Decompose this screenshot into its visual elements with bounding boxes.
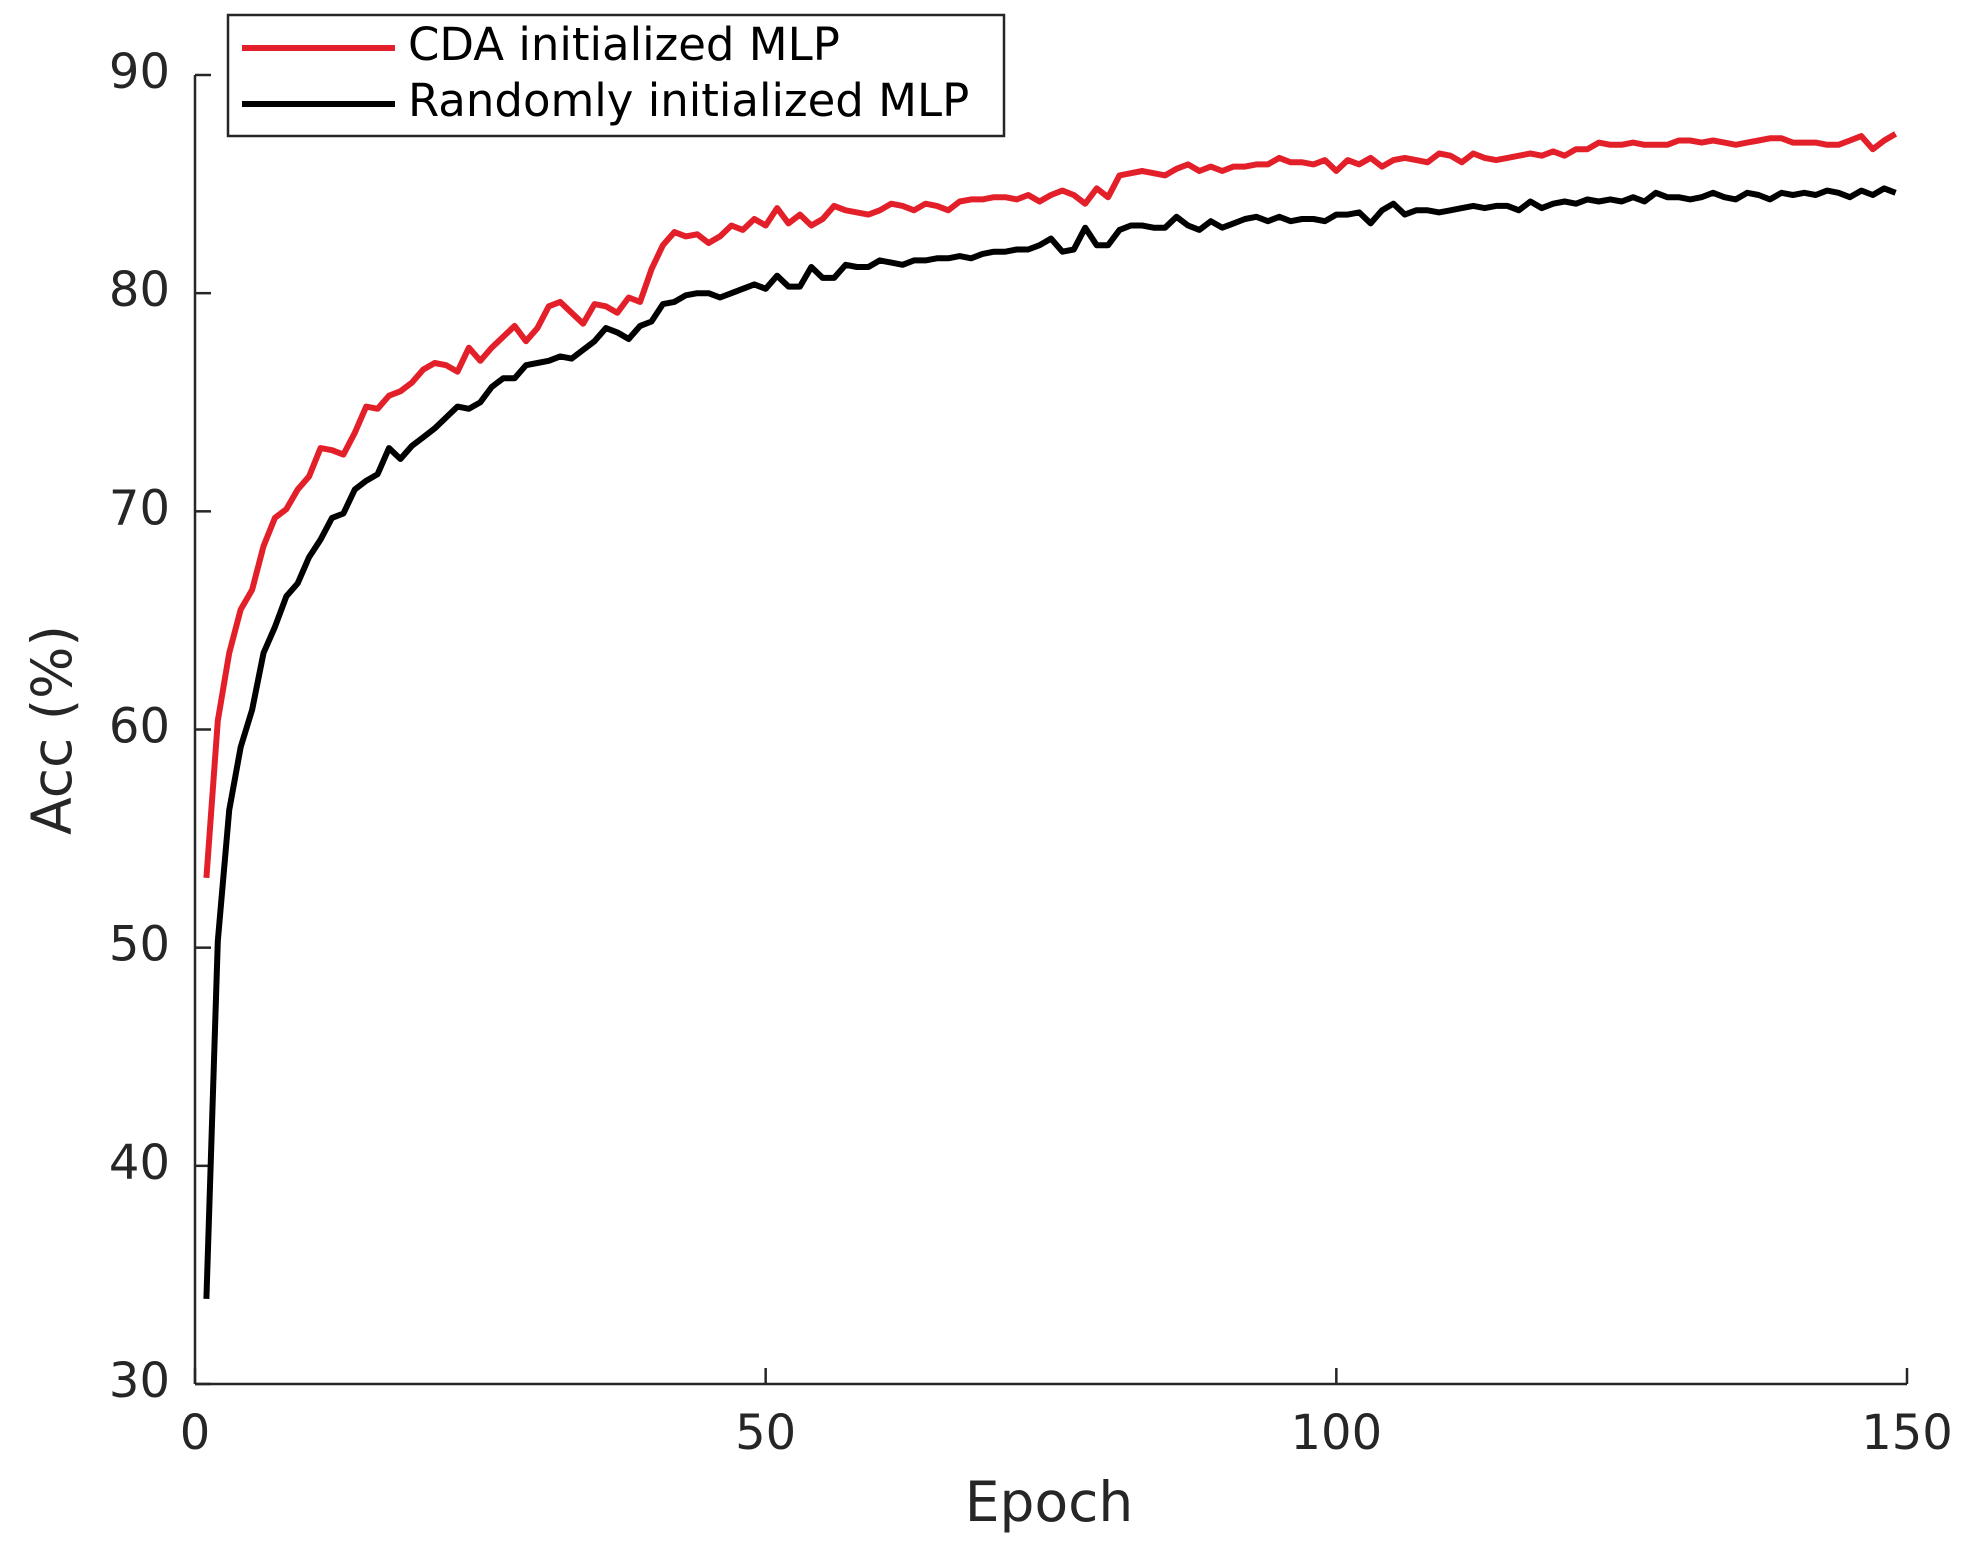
y-axis-label: Acc (%) [20, 625, 84, 835]
y-tick-label: 50 [109, 917, 170, 973]
x-tick-label: 150 [1861, 1405, 1953, 1461]
y-tick-label: 40 [109, 1135, 170, 1191]
y-tick-label: 80 [109, 262, 170, 318]
x-tick-label: 0 [180, 1405, 211, 1461]
y-tick-label: 90 [109, 44, 170, 100]
y-tick-label: 30 [109, 1353, 170, 1409]
legend-label: Randomly initialized MLP [408, 74, 969, 127]
x-axis-label: Epoch [965, 1470, 1133, 1534]
legend-box [226, 13, 1006, 138]
x-tick-label: 100 [1291, 1405, 1383, 1461]
series-line [203, 185, 1897, 1299]
legend-label: CDA initialized MLP [408, 18, 840, 71]
y-tick-label: 70 [109, 480, 170, 536]
series-line [203, 131, 1898, 879]
y-tick-label: 60 [109, 699, 170, 755]
x-tick-label: 50 [735, 1405, 796, 1461]
